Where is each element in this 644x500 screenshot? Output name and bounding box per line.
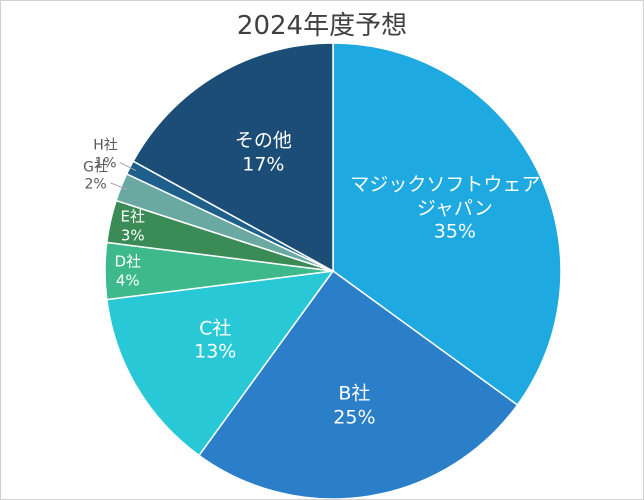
pie-slice — [105, 270, 335, 457]
leader-line — [110, 182, 128, 191]
percent-label: 1% — [94, 155, 117, 172]
category-label: C社 — [199, 316, 232, 339]
category-label: E社 — [120, 207, 145, 226]
percent-label: 35% — [433, 220, 476, 243]
chart-title: 2024年度予想 — [236, 11, 408, 41]
percent-label: 4% — [115, 271, 140, 289]
data-label: H社 1% — [45, 138, 165, 173]
percent-label: 3% — [120, 226, 145, 245]
percent-label: 13% — [194, 340, 237, 363]
data-label: E社 3% — [73, 207, 193, 245]
category-label: D社 — [114, 252, 142, 271]
data-label: D社 4% — [68, 252, 188, 290]
percent-label: 17% — [242, 153, 285, 176]
data-label: C社 13% — [155, 317, 275, 365]
leader-line — [119, 161, 137, 172]
category-label: B社 — [338, 382, 371, 405]
data-label: マジックソフトウェア・ジャパン 35% — [350, 173, 560, 244]
data-label: B社 25% — [294, 382, 414, 430]
category-label: G社 — [83, 159, 108, 176]
pie-slice — [132, 42, 334, 273]
pie-slice — [197, 269, 519, 499]
category-label: マジックソフトウェア・ジャパン — [350, 173, 560, 220]
percent-label: 2% — [84, 176, 107, 193]
data-label: G社 2% — [36, 159, 156, 194]
category-label: その他 — [234, 129, 292, 152]
category-label: H社 — [93, 137, 118, 154]
pie-slice — [332, 42, 562, 407]
percent-label: 25% — [333, 406, 376, 429]
data-label: その他 17% — [203, 130, 323, 178]
